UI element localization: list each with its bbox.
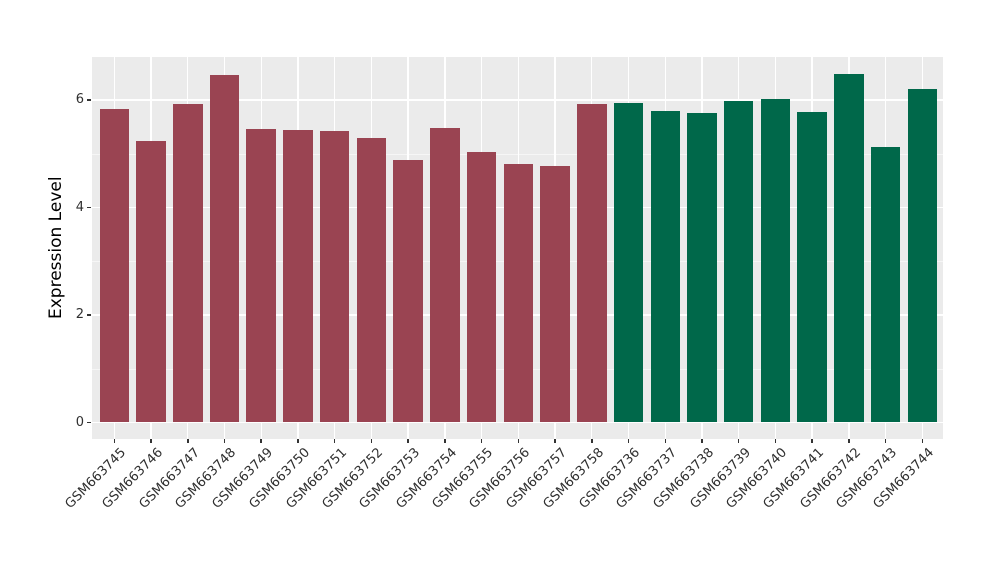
bar — [356, 138, 387, 423]
bar — [797, 111, 827, 423]
x-tick-mark — [223, 439, 226, 443]
bar — [466, 151, 497, 423]
bar — [136, 140, 166, 423]
x-tick-mark — [737, 439, 740, 443]
x-tick-mark — [407, 439, 409, 443]
y-tick-mark — [87, 421, 91, 424]
bar — [246, 128, 276, 423]
horizontal-gridline-minor — [92, 153, 943, 155]
bar — [503, 163, 534, 423]
bar — [870, 147, 901, 423]
x-tick-mark — [664, 439, 666, 443]
y-axis-title: Expression Level — [46, 176, 66, 320]
bar — [723, 101, 754, 423]
bar — [834, 74, 864, 423]
bar — [760, 98, 791, 423]
bar — [209, 75, 240, 423]
x-tick-mark — [370, 439, 373, 443]
x-tick-mark — [333, 439, 336, 443]
bar — [393, 160, 423, 423]
y-tick-label: 4 — [75, 199, 84, 215]
y-tick-mark — [87, 99, 91, 101]
x-tick-mark — [480, 439, 483, 443]
bar — [173, 103, 203, 423]
horizontal-gridline-major — [92, 421, 943, 424]
x-tick-mark — [444, 439, 446, 443]
bar — [99, 108, 130, 423]
y-tick-mark — [87, 314, 91, 316]
bar — [430, 127, 460, 423]
x-tick-mark — [848, 439, 850, 443]
plot-panel — [92, 57, 943, 439]
x-tick-mark — [150, 439, 152, 443]
y-tick-label: 0 — [75, 414, 84, 430]
y-tick-label: 2 — [75, 307, 84, 323]
y-tick-label: 6 — [75, 92, 84, 108]
y-tick-mark — [87, 206, 91, 209]
x-tick-mark — [811, 439, 813, 443]
x-tick-mark — [884, 439, 887, 443]
x-tick-mark — [591, 439, 593, 443]
x-tick-mark — [701, 439, 703, 443]
bar — [650, 111, 680, 423]
x-tick-mark — [921, 439, 924, 443]
x-tick-mark — [517, 439, 520, 443]
x-tick-mark — [187, 439, 189, 443]
bar — [283, 130, 313, 423]
bar — [577, 104, 607, 423]
bar — [687, 113, 717, 423]
x-tick-mark — [297, 439, 299, 443]
bar — [319, 131, 350, 423]
bar — [613, 102, 644, 423]
x-tick-mark — [113, 439, 116, 443]
bar — [907, 88, 938, 423]
horizontal-gridline-major — [92, 99, 943, 101]
x-tick-mark — [774, 439, 777, 443]
bar — [540, 166, 570, 423]
x-tick-mark — [554, 439, 556, 443]
x-tick-mark — [627, 439, 630, 443]
x-tick-mark — [260, 439, 262, 443]
